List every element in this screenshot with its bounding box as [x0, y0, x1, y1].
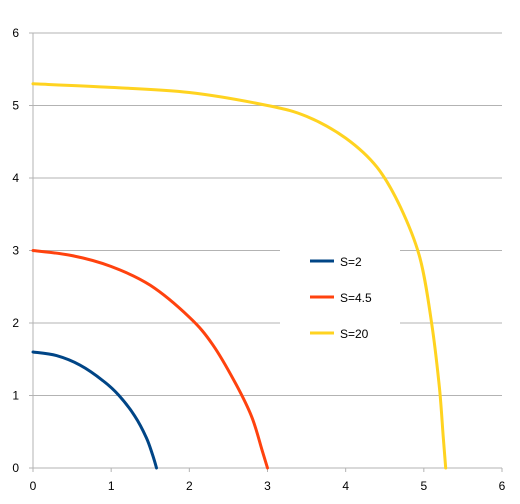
legend: S=2 S=4.5 S=20 [310, 255, 372, 341]
y-tick-label-3: 3 [12, 244, 19, 258]
series-lines [31, 82, 448, 470]
legend-label-1: S=4.5 [340, 291, 372, 305]
series-line-2 [31, 82, 448, 470]
axes [29, 32, 503, 472]
x-tick-label-6: 6 [499, 479, 506, 493]
y-tick-label-4: 4 [12, 171, 19, 185]
series-line-1 [31, 249, 269, 470]
tick-labels: 0 1 2 3 4 5 6 0 1 2 3 4 5 6 [12, 26, 505, 493]
x-tick-label-2: 2 [186, 479, 193, 493]
x-tick-label-3: 3 [264, 479, 271, 493]
x-tick-label-4: 4 [342, 479, 349, 493]
legend-label-2: S=20 [340, 327, 369, 341]
y-tick-label-0: 0 [12, 461, 19, 475]
legend-background [280, 240, 400, 340]
x-tick-label-5: 5 [420, 479, 427, 493]
legend-label-0: S=2 [340, 255, 362, 269]
y-tick-label-6: 6 [12, 26, 19, 40]
series-line-0 [31, 350, 158, 470]
y-tick-label-2: 2 [12, 316, 19, 330]
y-tick-label-5: 5 [12, 99, 19, 113]
x-tick-label-1: 1 [108, 479, 115, 493]
y-tick-label-1: 1 [12, 389, 19, 403]
x-tick-label-0: 0 [30, 479, 37, 493]
